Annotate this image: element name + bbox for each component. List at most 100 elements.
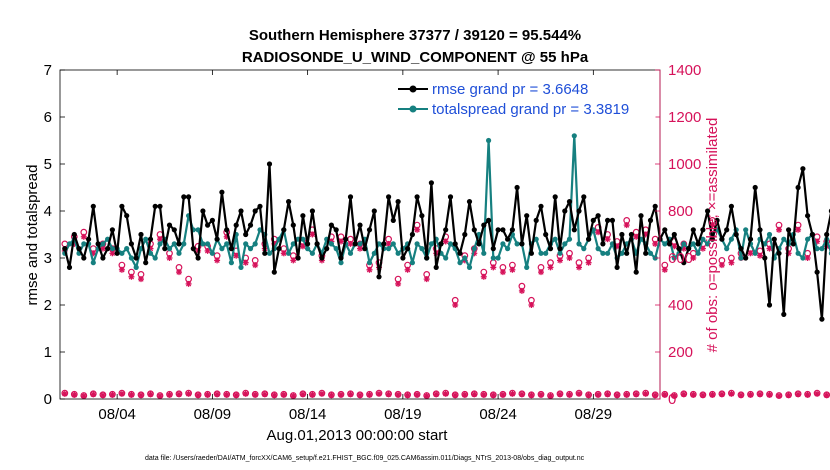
totalspread-point: [514, 241, 520, 247]
obs-assimilated-marker: [442, 238, 449, 245]
totalspread-point: [600, 250, 606, 256]
obs-nearzero-assimilated-marker: [195, 392, 202, 399]
rmse-point: [419, 213, 425, 219]
obs-assimilated-marker: [366, 266, 373, 273]
rmse-point: [309, 208, 315, 214]
obs-nearzero-assimilated-marker: [480, 391, 487, 398]
obs-star-stroke: [576, 264, 582, 271]
obs-assimilated-marker: [538, 269, 544, 276]
obs-star-stroke: [214, 391, 220, 397]
obs-assimilated-marker: [176, 269, 182, 276]
rmse-point: [676, 246, 682, 252]
obs-star-stroke: [233, 253, 239, 259]
rmse-point: [681, 260, 687, 266]
obs-nearzero-assimilated-marker: [185, 390, 192, 397]
obs-assimilated-marker: [804, 255, 811, 261]
totalspread-point: [662, 241, 668, 247]
obs-star-stroke: [309, 392, 316, 398]
rmse-point: [371, 208, 377, 214]
obs-star-stroke: [157, 236, 163, 242]
obs-star-stroke: [128, 392, 135, 398]
totalspread-point: [109, 246, 115, 252]
x-tick-label: 08/14: [289, 406, 327, 423]
obs-nearzero-assimilated-marker: [309, 391, 316, 398]
obs-star-stroke: [452, 302, 458, 308]
totalspread-point: [471, 246, 477, 252]
obs-star-stroke: [824, 392, 830, 398]
obs-star-stroke: [624, 392, 630, 398]
totalspread-point: [66, 241, 73, 247]
obs-nearzero-assimilated-marker: [366, 391, 373, 398]
y-tick-label-right: 200: [668, 344, 693, 361]
obs-star-stroke: [157, 393, 163, 399]
obs-nearzero-assimilated-marker: [699, 392, 706, 399]
rmse-point: [286, 199, 292, 205]
obs-assimilated-marker: [585, 259, 592, 266]
obs-nearzero-assimilated-marker: [823, 392, 830, 399]
obs-nearzero-assimilated-marker: [176, 391, 182, 398]
totalspread-point: [581, 246, 587, 252]
rmse-point: [76, 246, 82, 252]
totalspread-point: [814, 246, 820, 252]
totalspread-point: [286, 250, 292, 256]
rmse-point: [357, 222, 363, 228]
obs-nearzero-assimilated-marker: [109, 391, 116, 398]
obs-star-stroke: [195, 392, 201, 398]
obs-star-stroke: [81, 393, 87, 399]
rmse-point: [166, 222, 173, 228]
rmse-point: [305, 241, 311, 247]
rmse-point: [395, 199, 401, 205]
obs-star-stroke: [728, 391, 735, 397]
rmse-point: [362, 246, 368, 252]
rmse-point: [824, 231, 830, 238]
obs-star-stroke: [71, 392, 77, 398]
obs-star-stroke: [252, 392, 258, 398]
chart-title-line2: RADIOSONDE_U_WIND_COMPONENT @ 55 hPa: [242, 49, 589, 66]
totalspread-point: [538, 250, 544, 256]
totalspread-point: [457, 260, 463, 266]
obs-star-stroke: [81, 234, 87, 240]
rmse-point: [338, 255, 344, 261]
totalspread-point: [309, 250, 315, 256]
totalspread-point: [500, 241, 506, 247]
obs-nearzero-assimilated-marker: [157, 392, 163, 399]
obs-star-stroke: [500, 269, 506, 275]
obs-star-stroke: [233, 392, 239, 398]
totalspread-point: [128, 255, 134, 261]
rmse-point: [538, 203, 544, 209]
obs-assimilated-marker: [690, 255, 697, 261]
obs-star-stroke: [357, 245, 363, 252]
obs-star-stroke: [633, 234, 639, 240]
totalspread-point: [571, 133, 577, 139]
obs-nearzero-assimilated-marker: [61, 390, 68, 397]
rmse-point: [624, 250, 630, 256]
obs-star-stroke: [481, 274, 487, 280]
rmse-point: [790, 241, 796, 247]
obs-star-stroke: [243, 260, 249, 266]
rmse-point: [771, 236, 777, 242]
rmse-point: [547, 246, 554, 252]
obs-nearzero-assimilated-marker: [776, 392, 782, 399]
obs-star-stroke: [119, 267, 125, 273]
obs-nearzero-assimilated-marker: [671, 392, 678, 399]
totalspread-point: [419, 246, 425, 252]
obs-star-stroke: [814, 391, 820, 397]
totalspread-point: [290, 241, 296, 247]
obs-star-stroke: [681, 391, 687, 397]
obs-assimilated-marker: [718, 262, 725, 269]
obs-star-stroke: [728, 260, 735, 266]
obs-star-stroke: [509, 391, 516, 397]
x-tick-label: 08/24: [479, 406, 517, 423]
obs-assimilated-marker: [528, 302, 535, 308]
obs-star-stroke: [804, 255, 811, 261]
rmse-point: [219, 189, 225, 195]
totalspread-point: [81, 241, 87, 247]
obs-star-stroke: [252, 262, 258, 268]
obs-assimilated-marker: [347, 240, 354, 247]
rmse-point: [124, 213, 130, 219]
rmse-point: [719, 236, 725, 242]
obs-star-stroke: [109, 250, 116, 256]
data-file-footer: data file: /Users/raeder/DAI/ATM_forcXX/…: [145, 455, 585, 462]
totalspread-point: [119, 250, 125, 256]
rmse-point: [786, 227, 792, 233]
